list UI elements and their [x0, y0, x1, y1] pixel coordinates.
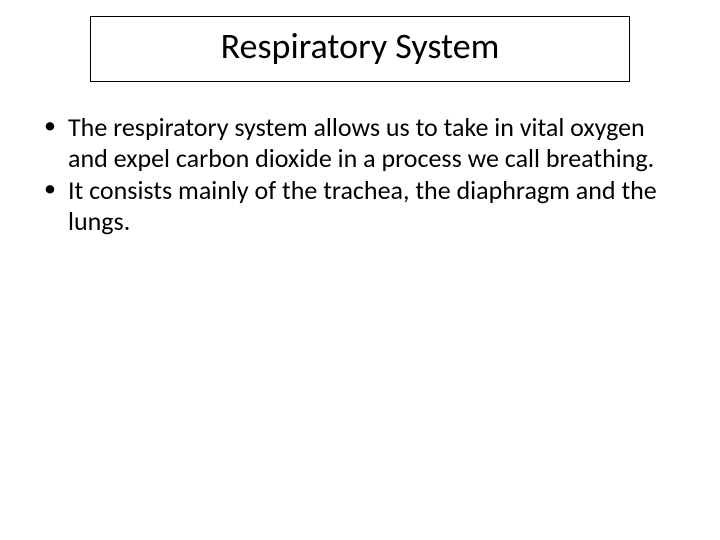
- slide-body: The respiratory system allows us to take…: [38, 112, 678, 239]
- list-item: It consists mainly of the trachea, the d…: [38, 175, 678, 236]
- title-container: Respiratory System: [90, 16, 630, 82]
- slide: Respiratory System The respiratory syste…: [0, 0, 720, 540]
- list-item: The respiratory system allows us to take…: [38, 112, 678, 173]
- slide-title: Respiratory System: [111, 27, 609, 67]
- bullet-list: The respiratory system allows us to take…: [38, 112, 678, 237]
